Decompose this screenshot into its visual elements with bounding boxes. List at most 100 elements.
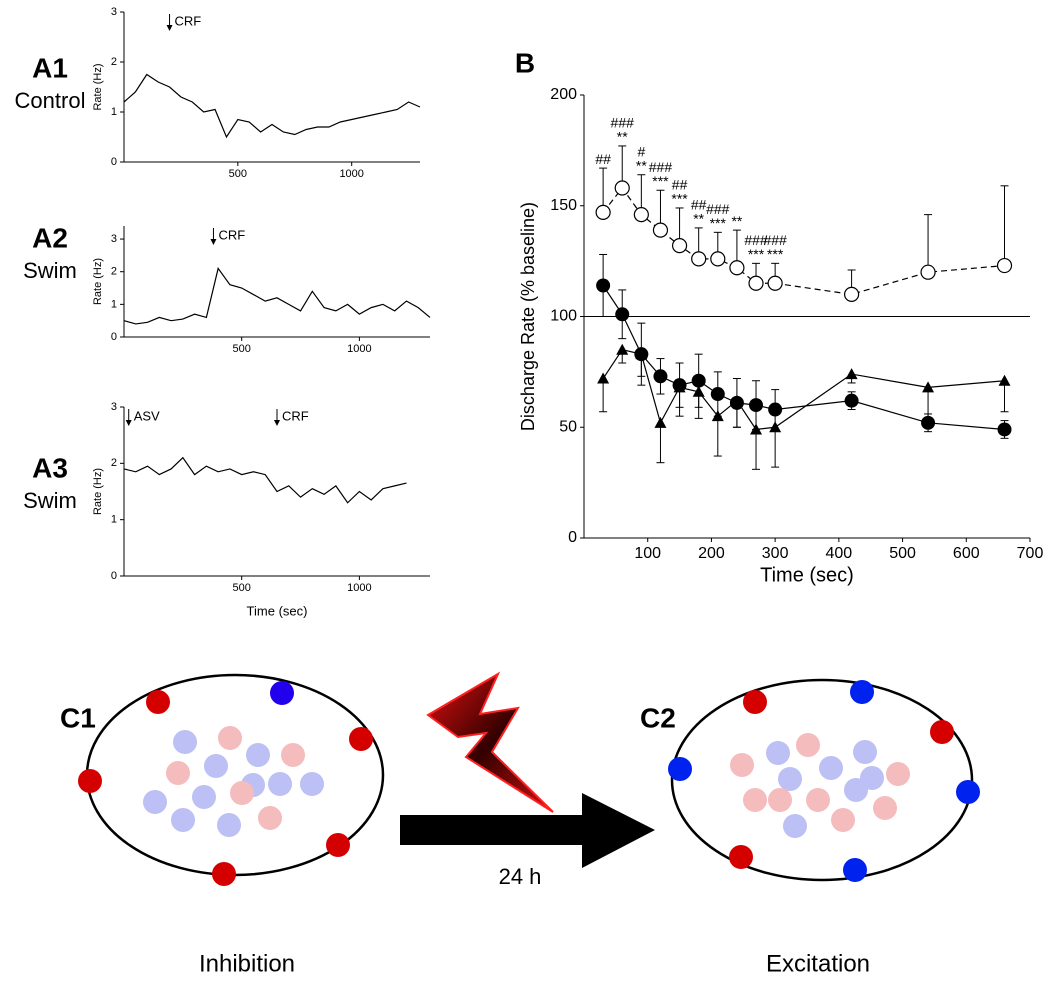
marker <box>730 394 743 406</box>
marker <box>614 180 630 196</box>
y-tick-label: 1 <box>111 298 117 310</box>
significance-label: ### <box>611 115 635 131</box>
significance-label: *** <box>671 191 688 207</box>
y-tick-label: 0 <box>568 529 577 546</box>
marker <box>710 387 725 402</box>
y-axis-label: Rate (Hz) <box>92 468 104 515</box>
annotation: CRF <box>175 13 202 28</box>
panel-label: C2 <box>640 702 676 733</box>
marker <box>767 275 783 291</box>
x-axis-label: Time (sec) <box>247 603 308 618</box>
annotation: ASV <box>134 408 160 423</box>
marker <box>996 257 1013 274</box>
marker <box>653 369 668 384</box>
marker <box>673 381 686 393</box>
cell-c2 <box>670 678 974 882</box>
y-tick-label: 1 <box>111 106 117 118</box>
annotation: CRF <box>218 227 245 242</box>
annotation: CRF <box>282 408 309 423</box>
x-tick-label: 200 <box>698 545 725 562</box>
significance-label: ### <box>763 232 787 248</box>
marker <box>595 204 611 220</box>
y-tick-label: 50 <box>559 418 577 435</box>
y-tick-label: 0 <box>111 570 117 582</box>
marker <box>921 415 936 430</box>
marker <box>633 207 649 223</box>
marker <box>769 421 782 433</box>
significance-label: *** <box>710 215 727 231</box>
marker <box>845 368 858 380</box>
significance-label: ** <box>731 213 742 229</box>
x-tick-label: 300 <box>762 545 789 562</box>
inner-dots <box>143 726 910 838</box>
marker <box>671 238 688 254</box>
stress-bolt <box>426 671 554 813</box>
caption: Inhibition <box>199 950 295 977</box>
significance-label: ## <box>672 177 688 193</box>
significance-label: ** <box>693 211 704 227</box>
time-arrow <box>400 793 655 868</box>
marker <box>844 393 859 408</box>
y-axis-label: Rate (Hz) <box>92 63 104 110</box>
annotation-arrowhead <box>210 239 217 245</box>
significance-label: *** <box>748 246 765 262</box>
marker <box>710 251 726 267</box>
annotation-arrowhead <box>166 25 173 31</box>
marker <box>998 374 1011 386</box>
panel-label: A2 <box>32 222 68 253</box>
marker <box>654 416 667 428</box>
significance-label: ## <box>595 151 611 167</box>
trace <box>123 73 421 139</box>
significance-label: ** <box>636 157 647 173</box>
marker <box>748 275 764 291</box>
y-tick-label: 3 <box>111 233 117 245</box>
marker <box>729 260 745 276</box>
x-tick-label: 400 <box>826 545 853 562</box>
significance-label: ### <box>744 232 768 248</box>
marker <box>843 286 860 302</box>
significance-label: ### <box>649 159 673 175</box>
marker <box>920 264 936 280</box>
panel-label: C1 <box>60 702 96 733</box>
marker <box>922 381 935 393</box>
panel-label: A1 <box>32 52 68 83</box>
y-axis-label: Rate (Hz) <box>92 258 104 305</box>
trace <box>123 267 431 325</box>
marker <box>997 422 1012 437</box>
caption: Excitation <box>766 950 870 977</box>
x-tick-label: 1000 <box>347 343 371 355</box>
marker <box>616 343 629 355</box>
x-tick-label: 500 <box>233 343 251 355</box>
diagram: C1 C2 24 h Inhibition Excitation <box>60 671 980 977</box>
annotation-arrowhead <box>274 420 280 426</box>
x-tick-label: 500 <box>889 545 916 562</box>
panel-subtitle: Control <box>15 88 86 113</box>
panel-label: B <box>515 47 535 78</box>
x-tick-label: 500 <box>229 168 247 180</box>
y-tick-label: 100 <box>550 308 577 325</box>
marker <box>749 398 764 413</box>
panel-subtitle: Swim <box>23 488 77 513</box>
marker <box>691 251 707 267</box>
marker <box>652 222 669 238</box>
x-tick-label: 1000 <box>339 168 363 180</box>
marker <box>711 410 724 422</box>
x-tick-label: 1000 <box>347 582 371 594</box>
y-tick-label: 1 <box>111 514 117 526</box>
trace <box>123 456 407 504</box>
series-line <box>602 187 1005 295</box>
arrow-label: 24 h <box>499 864 542 889</box>
marker <box>692 385 705 397</box>
x-tick-label: 100 <box>634 545 661 562</box>
significance-label: *** <box>652 173 669 189</box>
x-tick-label: 500 <box>233 582 251 594</box>
significance-label: ### <box>706 201 730 217</box>
marker <box>597 372 610 384</box>
significance-label: ** <box>617 129 628 145</box>
y-tick-label: 0 <box>111 156 117 168</box>
y-tick-label: 2 <box>111 266 117 278</box>
y-tick-label: 150 <box>550 197 577 214</box>
y-axis-label: Discharge Rate (% baseline) <box>518 202 538 431</box>
